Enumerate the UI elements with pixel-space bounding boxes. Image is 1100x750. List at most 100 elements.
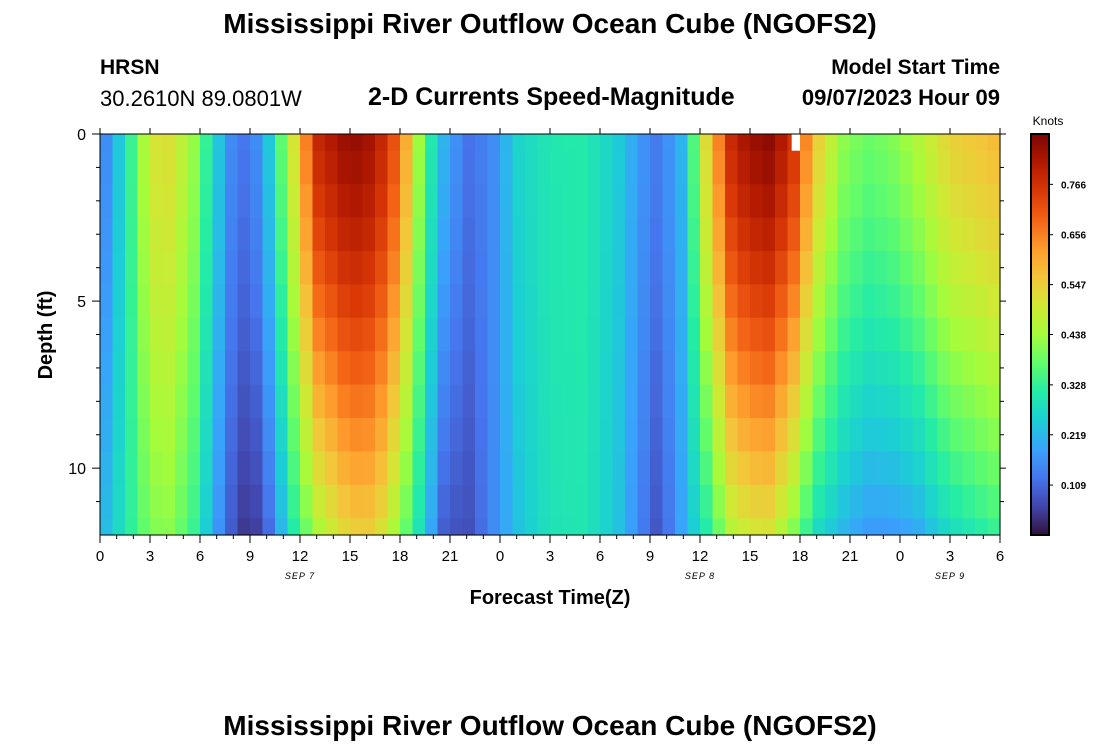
heatmap-cells: [100, 134, 1001, 536]
heatmap-cell: [287, 518, 301, 536]
date-label: SEP 7: [285, 571, 315, 581]
heatmap-cell: [950, 184, 964, 219]
heatmap-cell: [887, 150, 901, 185]
heatmap-cell: [387, 317, 401, 352]
heatmap-cell: [750, 217, 764, 252]
heatmap-cell: [512, 384, 526, 419]
heatmap-cell: [175, 134, 189, 152]
heatmap-cell: [775, 284, 789, 319]
heatmap-cell: [500, 484, 514, 519]
heatmap-cell: [137, 317, 151, 352]
heatmap-cell: [550, 134, 564, 152]
heatmap-cell: [912, 518, 926, 536]
heatmap-cell: [687, 418, 701, 453]
heatmap-cell: [537, 418, 551, 453]
heatmap-cell: [800, 518, 814, 536]
heatmap-cell: [437, 484, 451, 519]
heatmap-cell: [875, 150, 889, 185]
heatmap-cell: [550, 384, 564, 419]
heatmap-cell: [450, 184, 464, 219]
heatmap-cell: [387, 284, 401, 319]
heatmap-cell: [212, 150, 226, 185]
heatmap-cell: [650, 284, 664, 319]
heatmap-cell: [225, 351, 239, 386]
heatmap-cell: [750, 418, 764, 453]
heatmap-cell: [900, 451, 914, 486]
x-tick-label: 6: [196, 548, 204, 565]
heatmap-cell: [787, 284, 801, 319]
heatmap-cell: [912, 451, 926, 486]
heatmap-cell: [637, 217, 651, 252]
heatmap-cell: [175, 217, 189, 252]
x-tick-label: 12: [292, 548, 309, 565]
heatmap-cell: [550, 484, 564, 519]
heatmap-cell: [487, 384, 501, 419]
heatmap-cell: [962, 150, 976, 185]
heatmap-cell: [525, 384, 539, 419]
heatmap-cell: [550, 184, 564, 219]
heatmap-cell: [312, 317, 326, 352]
heatmap-cell: [812, 384, 826, 419]
heatmap-cell: [262, 451, 276, 486]
heatmap-cell: [212, 184, 226, 219]
heatmap-cell: [800, 184, 814, 219]
heatmap-cell: [750, 284, 764, 319]
heatmap-cell: [762, 451, 776, 486]
heatmap-cell: [487, 351, 501, 386]
heatmap-cell: [475, 451, 489, 486]
heatmap-cell: [475, 384, 489, 419]
heatmap-cell: [587, 217, 601, 252]
heatmap-cell: [462, 484, 476, 519]
heatmap-cell: [250, 451, 264, 486]
heatmap-cell: [800, 134, 814, 152]
date-label: SEP 8: [685, 571, 715, 581]
heatmap-cell: [725, 134, 739, 152]
heatmap-cell: [587, 484, 601, 519]
heatmap-cell: [637, 451, 651, 486]
heatmap-cell: [200, 317, 214, 352]
colorbar-tick-label: 0.219: [1061, 431, 1086, 442]
y-tick-label: 0: [77, 127, 86, 144]
heatmap-cell: [237, 451, 251, 486]
heatmap-cell: [225, 418, 239, 453]
heatmap-cell: [800, 418, 814, 453]
heatmap-cell: [637, 134, 651, 152]
heatmap-cell: [600, 217, 614, 252]
heatmap-cell: [225, 217, 239, 252]
heatmap-cell: [662, 217, 676, 252]
heatmap-cell: [300, 418, 314, 453]
heatmap-cell: [700, 518, 714, 536]
heatmap-cell: [612, 484, 626, 519]
heatmap-cell: [400, 217, 414, 252]
heatmap-cell: [787, 317, 801, 352]
heatmap-cell: [125, 418, 139, 453]
heatmap-cell: [775, 484, 789, 519]
heatmap-cell: [487, 284, 501, 319]
heatmap-cell: [162, 418, 176, 453]
heatmap-cell: [250, 484, 264, 519]
heatmap-cell: [537, 351, 551, 386]
heatmap-cell: [300, 484, 314, 519]
heatmap-cell: [200, 384, 214, 419]
heatmap-cell: [537, 484, 551, 519]
heatmap-cell: [337, 184, 351, 219]
heatmap-cell: [337, 284, 351, 319]
heatmap-cell: [962, 518, 976, 536]
heatmap-cell: [887, 217, 901, 252]
heatmap-cell: [937, 451, 951, 486]
heatmap-cell: [100, 418, 114, 453]
heatmap-cell: [300, 518, 314, 536]
heatmap-cell: [250, 250, 264, 285]
heatmap-cell: [287, 184, 301, 219]
heatmap-cell: [187, 351, 201, 386]
heatmap-cell: [625, 250, 639, 285]
heatmap-cell: [862, 284, 876, 319]
heatmap-cell: [675, 217, 689, 252]
heatmap-cell: [987, 384, 1001, 419]
x-axis-label: Forecast Time(Z): [470, 587, 631, 609]
heatmap-cell: [312, 451, 326, 486]
heatmap-cell: [312, 184, 326, 219]
heatmap-cell: [562, 250, 576, 285]
heatmap-cell: [312, 484, 326, 519]
heatmap-cell: [712, 384, 726, 419]
